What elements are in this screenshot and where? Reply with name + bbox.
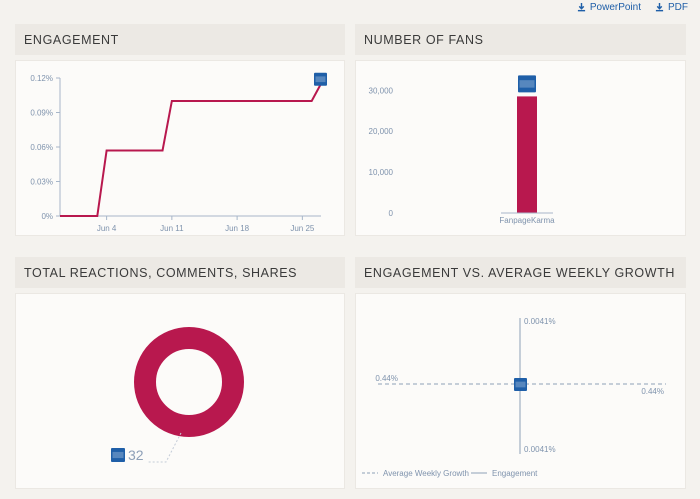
badge-label-band xyxy=(519,80,535,88)
fanpage-karma-badge-icon xyxy=(314,72,327,86)
y-tick-label: 0 xyxy=(389,209,394,218)
x-value-label: 0.44% xyxy=(375,374,398,383)
fanpage-karma-badge-icon xyxy=(518,75,536,93)
x-tick-label: Jun 25 xyxy=(290,224,315,233)
engagement-panel-header: ENGAGEMENT xyxy=(15,24,345,55)
legend-label: Average Weekly Growth xyxy=(383,469,469,478)
fans-panel: 0 10,000 20,000 30,000 FanpageKarma xyxy=(355,60,686,236)
x-tick-label: Jun 4 xyxy=(97,224,117,233)
pdf-label: PDF xyxy=(668,2,688,13)
pdf-export-link[interactable]: PDF xyxy=(655,2,688,13)
y-value-label: 0.0041% xyxy=(524,317,556,326)
fans-panel-header: NUMBER OF FANS xyxy=(355,24,686,55)
y-tick-label: 0.03% xyxy=(30,178,53,187)
fans-title: NUMBER OF FANS xyxy=(364,32,484,47)
fans-bar-fanpagekarma xyxy=(517,96,537,213)
x-tick-label: Jun 18 xyxy=(225,224,250,233)
y-value-label: 0.0041% xyxy=(524,445,556,454)
growth-panel-header: ENGAGEMENT VS. AVERAGE WEEKLY GROWTH xyxy=(355,257,686,288)
download-icon xyxy=(655,3,664,12)
badge-background xyxy=(514,378,527,391)
engagement-panel: 0% 0.03% 0.06% 0.09% 0.12% Jun 4 Jun 11 Jun 18 J… xyxy=(15,60,345,236)
engagement-chart: 0% 0.03% 0.06% 0.09% 0.12% Jun 4 Jun 11 Jun 18 J… xyxy=(30,72,327,233)
badge-label-band xyxy=(515,381,526,388)
download-icon xyxy=(577,3,585,12)
badge-label-band xyxy=(315,76,326,83)
reactions-panel-header: TOTAL REACTIONS, COMMENTS, SHARES xyxy=(15,257,345,288)
powerpoint-export-link[interactable]: PowerPoint xyxy=(577,2,641,13)
export-toolbar: PowerPoint PDF xyxy=(577,2,688,13)
y-tick-label: 30,000 xyxy=(369,86,394,95)
y-tick-label: 10,000 xyxy=(369,168,394,177)
engagement-series-line xyxy=(60,83,322,217)
y-tick-label: 0% xyxy=(41,212,53,221)
badge-background xyxy=(314,72,327,86)
growth-panel: 0.44% 0.44% 0.0041% 0.0041% Average Weekly G… xyxy=(355,293,686,489)
growth-title: ENGAGEMENT VS. AVERAGE WEEKLY GROWTH xyxy=(364,265,676,280)
x-tick-label: Jun 11 xyxy=(160,224,184,233)
powerpoint-label: PowerPoint xyxy=(589,2,641,13)
reactions-panel: 32 xyxy=(15,293,345,489)
reactions-title: TOTAL REACTIONS, COMMENTS, SHARES xyxy=(24,265,298,280)
y-tick-label: 0.12% xyxy=(30,74,53,83)
y-tick-label: 0.06% xyxy=(30,143,53,152)
badge-background xyxy=(518,75,536,93)
growth-chart: 0.44% 0.44% 0.0041% 0.0041% Average Weekly G… xyxy=(362,317,666,478)
engagement-title: ENGAGEMENT xyxy=(24,32,119,47)
fanpage-karma-badge-icon xyxy=(111,448,125,462)
chart-legend: Average Weekly Growth Engagement xyxy=(362,469,538,478)
fans-chart: 0 10,000 20,000 30,000 FanpageKarma xyxy=(369,75,555,225)
donut-total-label: 32 xyxy=(128,447,144,463)
fanpage-karma-badge-icon xyxy=(514,378,527,391)
y-tick-label: 20,000 xyxy=(369,127,394,136)
reactions-chart: 32 xyxy=(111,327,244,463)
badge-label-band xyxy=(112,451,124,459)
x-tick-label: FanpageKarma xyxy=(499,216,555,225)
badge-background xyxy=(111,448,125,462)
donut-slice xyxy=(134,327,244,437)
donut-leader-line xyxy=(148,432,182,463)
y-tick-label: 0.09% xyxy=(30,109,53,118)
x-value-label: 0.44% xyxy=(641,387,664,396)
legend-label: Engagement xyxy=(492,469,538,478)
